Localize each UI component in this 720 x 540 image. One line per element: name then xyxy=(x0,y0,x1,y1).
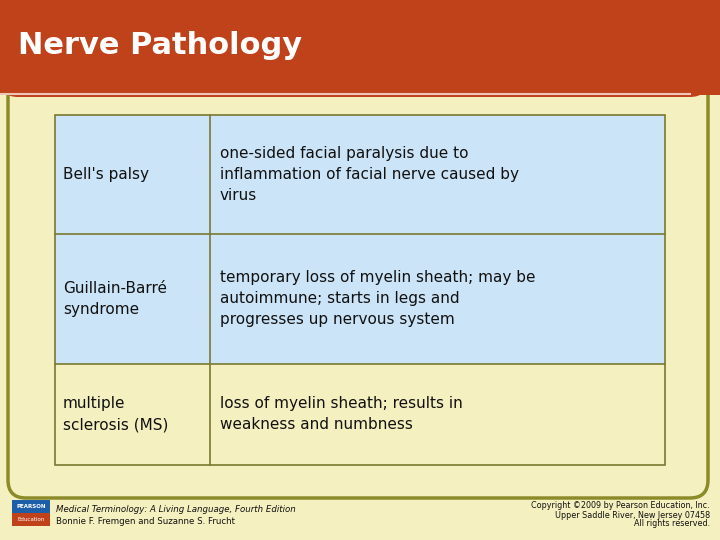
Text: one-sided facial paralysis due to
inflammation of facial nerve caused by
virus: one-sided facial paralysis due to inflam… xyxy=(220,146,519,203)
Bar xyxy=(0,0,720,95)
Text: Upper Saddle River, New Jersey 07458: Upper Saddle River, New Jersey 07458 xyxy=(555,510,710,519)
Bar xyxy=(210,234,665,363)
Bar xyxy=(210,115,665,234)
Text: Copyright ©2009 by Pearson Education, Inc.: Copyright ©2009 by Pearson Education, In… xyxy=(531,502,710,510)
Text: Bonnie F. Fremgen and Suzanne S. Frucht: Bonnie F. Fremgen and Suzanne S. Frucht xyxy=(56,516,235,525)
Bar xyxy=(55,363,210,465)
Text: multiple
sclerosis (MS): multiple sclerosis (MS) xyxy=(63,396,168,432)
Bar xyxy=(55,115,210,234)
Bar xyxy=(55,234,210,363)
Text: Medical Terminology: A Living Language, Fourth Edition: Medical Terminology: A Living Language, … xyxy=(56,505,296,515)
Text: Bell's palsy: Bell's palsy xyxy=(63,167,149,182)
Bar xyxy=(0,0,18,95)
Text: Education: Education xyxy=(17,517,45,522)
Text: PEARSON: PEARSON xyxy=(17,504,46,510)
Bar xyxy=(0,0,720,18)
Bar xyxy=(12,513,50,526)
Text: loss of myelin sheath; results in
weakness and numbness: loss of myelin sheath; results in weakne… xyxy=(220,396,463,432)
Text: Nerve Pathology: Nerve Pathology xyxy=(18,31,302,60)
Bar xyxy=(210,363,665,465)
Text: All rights reserved.: All rights reserved. xyxy=(634,519,710,529)
FancyBboxPatch shape xyxy=(0,0,708,97)
Text: temporary loss of myelin sheath; may be
autoimmune; starts in legs and
progresse: temporary loss of myelin sheath; may be … xyxy=(220,270,536,327)
Text: Guillain-Barré
syndrome: Guillain-Barré syndrome xyxy=(63,281,167,317)
Bar xyxy=(12,500,50,514)
Bar xyxy=(55,115,665,465)
FancyBboxPatch shape xyxy=(8,10,708,498)
